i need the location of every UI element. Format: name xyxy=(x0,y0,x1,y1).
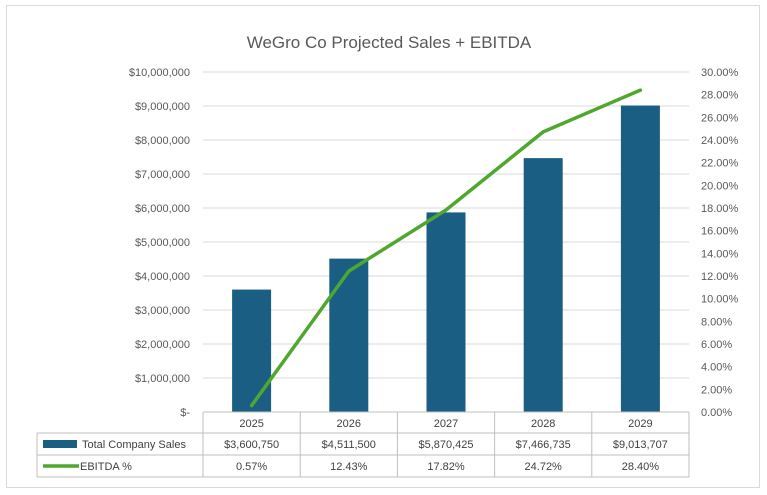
y-left-tick-label: $9,000,000 xyxy=(135,101,190,113)
data-label-ebitda: 12.43% xyxy=(330,461,368,473)
x-category-label: 2027 xyxy=(434,418,458,430)
y-right-tick-label: 16.00% xyxy=(701,226,739,238)
y-left-tick-label: $6,000,000 xyxy=(135,203,190,215)
data-label-ebitda: 28.40% xyxy=(622,461,660,473)
line-ebitda-percent xyxy=(249,88,643,408)
bar-total-company-sales xyxy=(232,289,272,412)
x-category-label: 2026 xyxy=(337,418,361,430)
y-left-tick-label: $5,000,000 xyxy=(135,237,190,249)
x-category-label: 2029 xyxy=(628,418,652,430)
y-right-tick-label: 4.00% xyxy=(701,362,732,374)
y-right-tick-label: 10.00% xyxy=(701,294,739,306)
y-right-tick-label: 14.00% xyxy=(701,248,739,260)
y-right-tick-label: 18.00% xyxy=(701,203,739,215)
data-label-ebitda: 24.72% xyxy=(525,461,563,473)
data-label-ebitda: 17.82% xyxy=(427,461,465,473)
data-label-ebitda: 0.57% xyxy=(236,461,267,473)
combo-chart: WeGro Co Projected Sales + EBITDA $- $1,0… xyxy=(36,33,739,478)
y-right-tick-label: 28.00% xyxy=(701,90,739,102)
legend-key-sales xyxy=(43,440,77,448)
y-right-tick-label: 22.00% xyxy=(701,158,739,170)
y-right-tick-label: 6.00% xyxy=(701,339,732,351)
bar-total-company-sales xyxy=(523,158,563,412)
chart-area: WeGro Co Projected Sales + EBITDA $- $1,0… xyxy=(6,5,760,488)
legend-label-sales: Total Company Sales xyxy=(82,439,186,451)
data-label-sales: $3,600,750 xyxy=(224,439,279,451)
bar-total-company-sales xyxy=(426,212,466,412)
data-label-sales: $4,511,500 xyxy=(322,439,376,451)
y-right-tick-label: 0.00% xyxy=(701,407,732,419)
y-right-tick-label: 2.00% xyxy=(701,384,732,396)
data-label-sales: $7,466,735 xyxy=(516,439,571,451)
data-label-sales: $9,013,707 xyxy=(613,439,668,451)
y-right-tick-label: 26.00% xyxy=(701,112,739,124)
y-left-tick-label: $7,000,000 xyxy=(135,169,190,181)
y-left-tick-label: $4,000,000 xyxy=(135,271,190,283)
bar-total-company-sales xyxy=(329,258,369,412)
y-right-tick-label: 8.00% xyxy=(701,316,732,328)
y-left-tick-label: $10,000,000 xyxy=(129,67,190,79)
y-left-tick-label: $3,000,000 xyxy=(135,305,190,317)
data-label-sales: $5,870,425 xyxy=(418,439,473,451)
x-category-label: 2025 xyxy=(239,418,263,430)
y-left-tick-label: $- xyxy=(180,407,190,419)
y-right-tick-label: 12.00% xyxy=(701,271,739,283)
legend-label-ebitda: EBITDA % xyxy=(80,461,132,473)
chart-title: WeGro Co Projected Sales + EBITDA xyxy=(247,33,532,52)
y-right-tick-label: 20.00% xyxy=(701,180,739,192)
y-left-tick-label: $8,000,000 xyxy=(135,135,190,147)
bar-total-company-sales xyxy=(620,105,660,412)
x-category-label: 2028 xyxy=(531,418,555,430)
y-right-tick-label: 24.00% xyxy=(701,135,739,147)
y-left-tick-label: $2,000,000 xyxy=(135,339,190,351)
y-left-tick-label: $1,000,000 xyxy=(135,373,190,385)
y-right-tick-label: 30.00% xyxy=(701,67,739,79)
